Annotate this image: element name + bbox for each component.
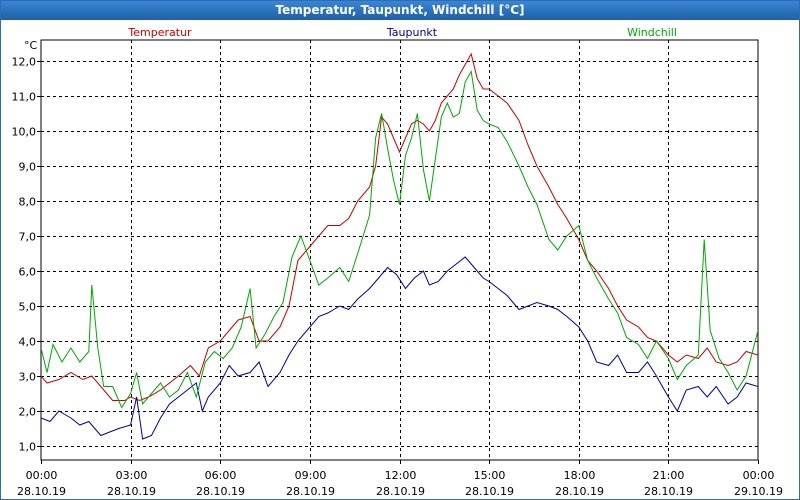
x-tick-time-label: 00:00 xyxy=(26,469,58,482)
series-line-taupunkt xyxy=(41,256,758,440)
y-tick-label: 10,0 xyxy=(12,126,37,139)
x-tick-time-label: 09:00 xyxy=(295,469,327,482)
x-tick-time-label: 03:00 xyxy=(116,469,148,482)
y-tick-label: 1,0 xyxy=(19,441,37,454)
x-tick-date-label: 28.10.19 xyxy=(17,485,66,498)
x-tick-date-label: 29.10.19 xyxy=(734,485,783,498)
x-tick-date-label: 28.10.19 xyxy=(555,485,604,498)
y-tick-label: 2,0 xyxy=(19,406,37,419)
y-tick-label: 6,0 xyxy=(19,266,37,279)
x-tick-time-label: 00:00 xyxy=(743,469,775,482)
y-tick-label: 9,0 xyxy=(19,161,37,174)
x-tick-time-label: 12:00 xyxy=(385,469,417,482)
x-tick-date-label: 28.10.19 xyxy=(107,485,156,498)
x-tick-date-label: 28.10.19 xyxy=(196,485,245,498)
y-axis-unit-label: °C xyxy=(24,39,38,52)
x-tick-time-label: 18:00 xyxy=(564,469,596,482)
x-tick-time-label: 15:00 xyxy=(474,469,506,482)
y-tick-label: 5,0 xyxy=(19,301,37,314)
y-tick-label: 3,0 xyxy=(19,371,37,384)
legend-label-windchill: Windchill xyxy=(627,26,677,39)
chart-title: Temperatur, Taupunkt, Windchill [°C] xyxy=(1,1,799,20)
x-tick-time-label: 21:00 xyxy=(653,469,685,482)
y-tick-label: 4,0 xyxy=(19,336,37,349)
x-tick-date-label: 28.10.19 xyxy=(286,485,335,498)
y-tick-label: 11,0 xyxy=(12,91,37,104)
x-tick-date-label: 28.10.19 xyxy=(465,485,514,498)
x-tick-time-label: 06:00 xyxy=(205,469,237,482)
y-tick-label: 8,0 xyxy=(19,196,37,209)
series-line-windchill xyxy=(41,70,758,409)
y-tick-label: 7,0 xyxy=(19,231,37,244)
legend-label-temperatur: Temperatur xyxy=(127,26,192,39)
y-tick-label: 12,0 xyxy=(12,56,37,69)
x-tick-date-label: 28.10.19 xyxy=(376,485,425,498)
series-line-temperatur xyxy=(41,52,758,402)
legend-label-taupunkt: Taupunkt xyxy=(386,26,438,39)
x-tick-date-label: 28.10.19 xyxy=(644,485,693,498)
